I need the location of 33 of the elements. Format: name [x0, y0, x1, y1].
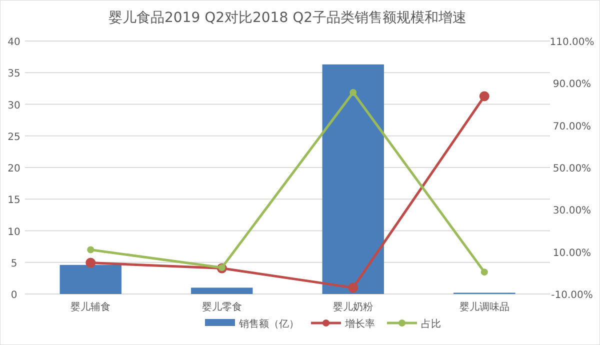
y2-tick-label: 110.00% — [550, 37, 594, 48]
y-tick-label: 20 — [8, 164, 20, 174]
y2-tick-label: 90.00% — [552, 79, 592, 90]
point — [86, 258, 96, 268]
y-tick-label: 30 — [8, 100, 20, 112]
legend-label: 占比 — [421, 318, 441, 330]
point — [87, 246, 94, 254]
y-tick-label: 40 — [8, 37, 20, 48]
y2-tick-label: -10.00% — [551, 290, 593, 301]
bar — [191, 288, 253, 294]
y2-tick-label: 30.00% — [552, 206, 592, 217]
point — [480, 268, 488, 276]
y2-tick-label: 50.00% — [552, 164, 592, 174]
y2-tick-label: 10.00% — [552, 248, 592, 259]
x-tick-label: 婴儿零食 — [202, 301, 242, 313]
legend-label: 增长率 — [344, 318, 375, 330]
bar — [322, 64, 384, 294]
legend-label: 销售额（亿） — [238, 318, 299, 330]
x-tick-label: 婴儿辅食 — [70, 301, 111, 313]
y-tick-label: 15 — [8, 195, 20, 206]
bar — [60, 264, 122, 294]
y-tick-label: 25 — [8, 132, 20, 143]
x-tick-label: 婴儿奶粉 — [333, 301, 374, 313]
point — [479, 91, 490, 102]
y-tick-label: 35 — [8, 68, 20, 80]
chart-title: 婴儿食品2019 Q2对比2018 Q2子品类销售额规模和增速 — [108, 10, 467, 26]
y-tick-label: 0 — [10, 290, 18, 301]
y-tick-label: 10 — [8, 226, 20, 238]
y2-tick-label: 70.00% — [552, 121, 592, 132]
x-tick-label: 婴儿调味品 — [459, 301, 510, 313]
point — [350, 88, 357, 96]
point — [348, 282, 358, 293]
y-tick-label: 5 — [10, 258, 18, 270]
